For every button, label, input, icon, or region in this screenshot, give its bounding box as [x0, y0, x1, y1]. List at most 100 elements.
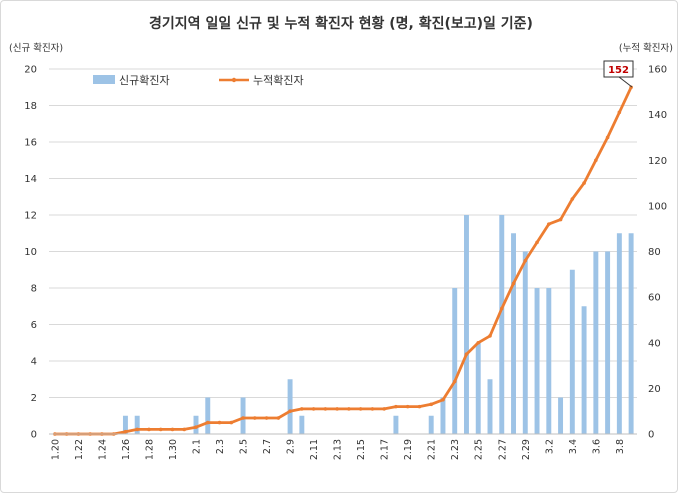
line-point [217, 420, 222, 425]
line-point [558, 217, 563, 222]
left-tick-label: 6 [31, 320, 37, 331]
x-tick-label: 3.6 [591, 439, 602, 454]
line-point [605, 135, 610, 140]
line-point [417, 404, 422, 409]
x-tick-label: 2.27 [497, 439, 508, 460]
x-tick-label: 2.9 [286, 439, 297, 454]
x-tick-label: 2.1 [192, 439, 203, 454]
line-point [452, 379, 457, 384]
left-axis-title: (신규 확진자) [9, 42, 63, 54]
legend: 신규확진자 누적확진자 [93, 74, 304, 87]
x-tick-label: 1.30 [168, 439, 179, 460]
x-tick-label: 3.8 [615, 439, 626, 454]
line-point [394, 404, 398, 409]
left-tick-label: 4 [31, 357, 37, 368]
x-tick-label: 2.17 [380, 439, 391, 460]
x-tick-label: 2.25 [474, 439, 485, 460]
line-point [276, 416, 281, 420]
line-point [499, 306, 504, 311]
line-point [476, 340, 481, 345]
x-tick-label: 1.24 [97, 439, 108, 460]
bar [475, 342, 481, 434]
left-tick-label: 10 [24, 247, 37, 258]
x-tick-label: 2.3 [215, 439, 226, 454]
line-point [570, 197, 575, 201]
left-tick-label: 18 [24, 101, 37, 112]
bar [546, 288, 552, 434]
line-point [264, 416, 269, 420]
legend-bar-label: 신규확진자 [119, 74, 170, 87]
bar [134, 415, 140, 434]
bar [193, 415, 199, 434]
bar [452, 288, 458, 434]
x-tick-label: 2.21 [427, 439, 438, 460]
line-point [594, 158, 598, 163]
bar [428, 415, 434, 434]
bar [593, 251, 599, 434]
left-tick-label: 0 [31, 430, 37, 441]
bar [558, 397, 564, 434]
line-point [523, 258, 528, 263]
left-tick-label: 16 [24, 138, 37, 149]
legend-line-marker [231, 77, 237, 83]
line-point [405, 404, 410, 409]
x-tick-label: 2.7 [262, 439, 273, 454]
callout: 152 [603, 60, 634, 88]
right-tick-label: 140 [648, 110, 667, 121]
bar [299, 415, 305, 434]
bar [616, 233, 622, 434]
line-point [253, 416, 257, 420]
line-point [241, 416, 245, 420]
x-tick-label: 1.28 [144, 439, 155, 460]
line-point [311, 407, 316, 411]
line-point [511, 281, 516, 286]
left-tick-label: 20 [24, 65, 37, 76]
right-axis-title: (누적 확진자) [619, 42, 673, 54]
line-point [194, 425, 198, 429]
right-tick-label: 160 [648, 65, 667, 76]
x-tick-label: 2.13 [333, 439, 344, 460]
line-point [135, 427, 139, 432]
callout-box [603, 60, 634, 78]
x-tick-label: 2.5 [239, 439, 250, 454]
line-point [300, 407, 304, 411]
bar [122, 415, 128, 434]
x-tick-label: 2.19 [403, 439, 414, 460]
line-point [358, 407, 363, 411]
callout-text: 152 [608, 65, 629, 76]
bar [240, 397, 246, 434]
line-point [335, 407, 339, 411]
line-point [488, 334, 492, 338]
x-tick-label: 3.4 [568, 439, 579, 454]
line-point [370, 407, 375, 411]
chart-title: 경기지역 일일 신규 및 누적 확진자 현황 (명, 확진(보고)일 기준) [149, 15, 533, 32]
bar [605, 251, 611, 434]
bar [440, 397, 446, 434]
bar-series [122, 215, 634, 434]
right-tick-label: 40 [648, 338, 661, 349]
bar [499, 215, 505, 434]
bar [534, 288, 540, 434]
x-tick-label: 2.11 [309, 439, 320, 460]
line-point [170, 427, 175, 432]
left-axis-ticks: 0 2 4 6 8 10 12 14 16 18 20 [24, 65, 37, 441]
x-axis: 1.20 1.22 1.24 1.26 1.28 1.30 2.1 2.3 2.5 2.7 2.9 2… [49, 433, 637, 460]
bar [522, 251, 528, 434]
line-point [123, 429, 128, 434]
x-tick-label: 2.15 [356, 439, 367, 460]
line-point [617, 110, 622, 115]
bar [628, 233, 634, 434]
line-point [464, 352, 469, 356]
line-point [347, 407, 351, 411]
right-tick-label: 0 [648, 430, 654, 441]
line-point [441, 397, 445, 402]
right-tick-label: 60 [648, 293, 661, 304]
bar [487, 379, 493, 434]
line-point [158, 427, 163, 432]
right-tick-label: 20 [648, 384, 661, 395]
bar [569, 269, 575, 434]
line-point [229, 420, 234, 425]
line-point [547, 222, 551, 226]
